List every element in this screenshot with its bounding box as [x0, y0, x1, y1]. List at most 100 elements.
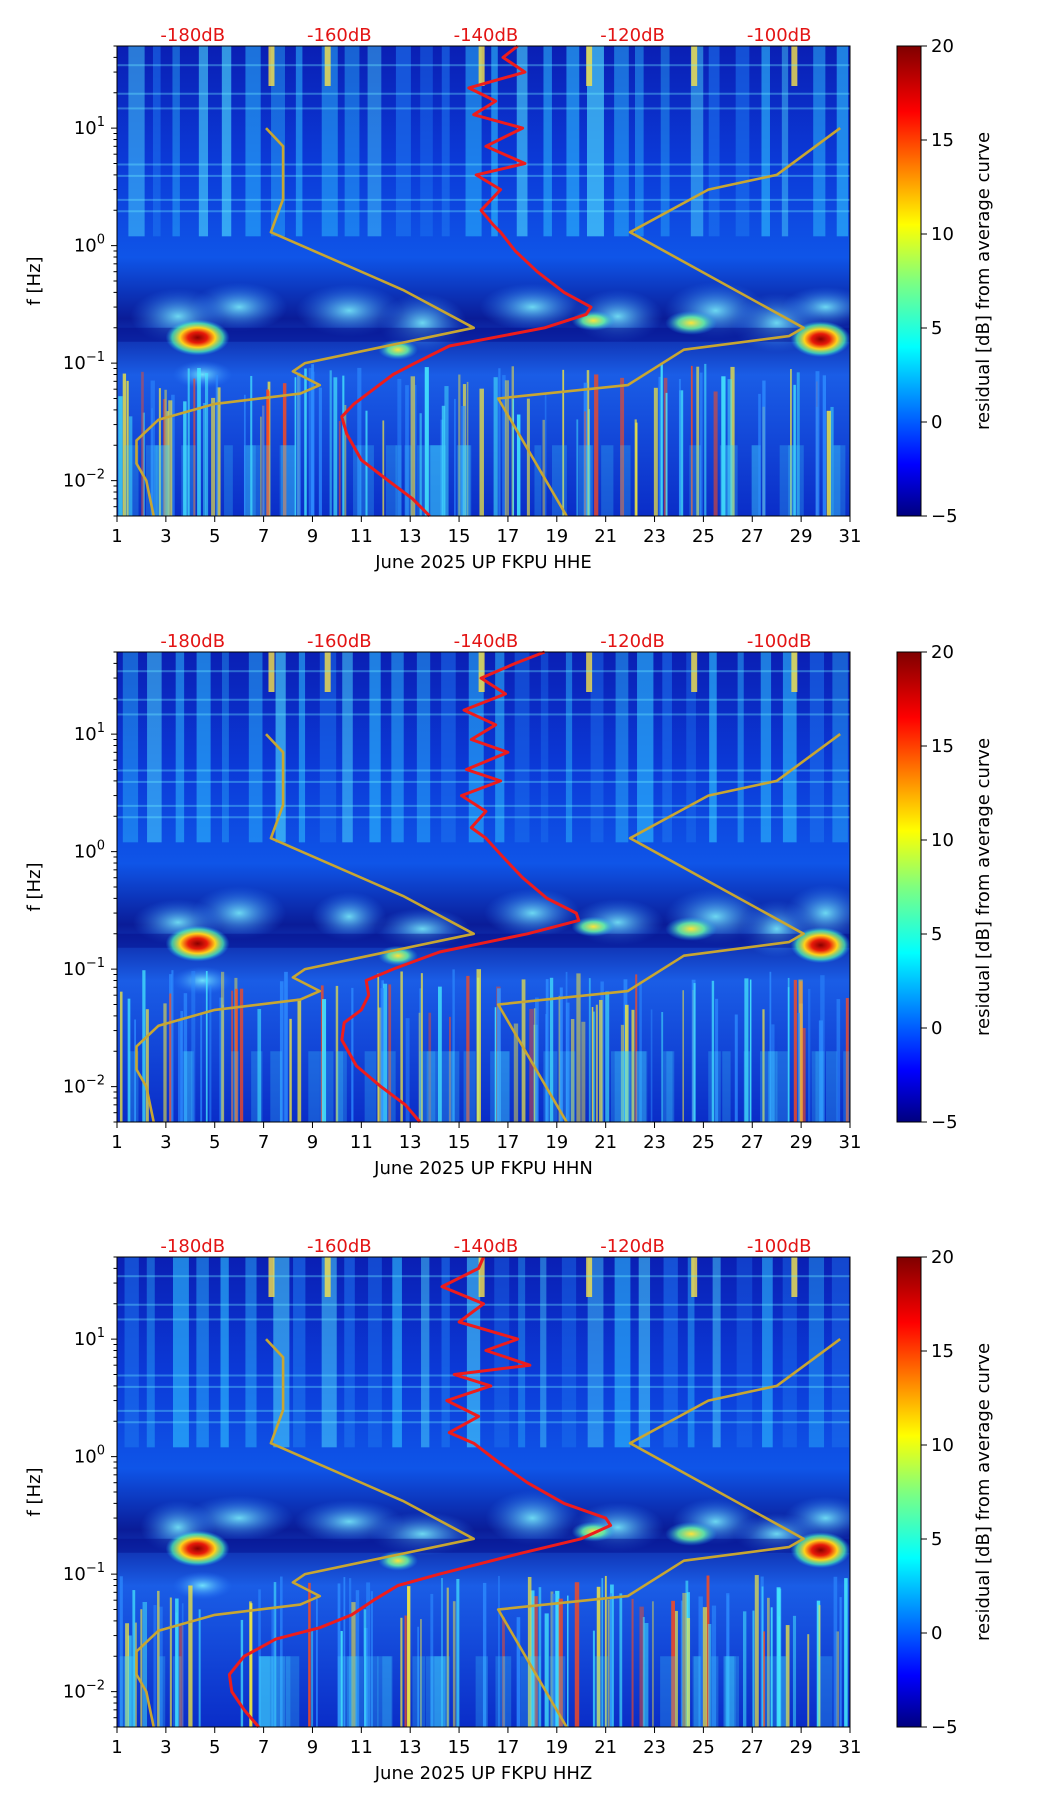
x-axis-label: June 2025 UP FKPU HHZ — [374, 1763, 593, 1784]
db-scale-label: -140dB — [454, 1236, 519, 1257]
x-tick-label: 27 — [741, 526, 764, 547]
colorbar-tick-label: 10 — [931, 830, 954, 851]
colorbar: −5 0 5 10 15 20 residual [dB] from average cur… — [896, 642, 994, 1133]
colorbar-tick-label: 20 — [931, 642, 954, 663]
x-tick-label: 3 — [160, 526, 171, 547]
x-tick-label: 1 — [111, 1132, 122, 1153]
x-tick-label: 19 — [545, 1132, 568, 1153]
db-scale-label: -180dB — [160, 1236, 225, 1257]
noise-model-line-1 — [135, 127, 475, 517]
colorbar-gradient — [896, 1256, 922, 1728]
db-scale-label: -140dB — [454, 631, 519, 652]
x-tick-label: 15 — [448, 1132, 471, 1153]
y-tick-label: 100 — [74, 839, 105, 863]
db-scale-label: -100dB — [747, 1236, 812, 1257]
x-tick-label: 17 — [496, 1132, 519, 1153]
x-tick-label: 15 — [448, 526, 471, 547]
y-tick-label: 10−1 — [63, 350, 105, 374]
x-tick-label: 21 — [594, 526, 617, 547]
x-tick-label: 23 — [643, 1737, 666, 1758]
x-tick-label: 11 — [350, 526, 373, 547]
y-tick-label: 10−2 — [63, 1679, 105, 1703]
colorbar: −5 0 5 10 15 20 residual [dB] from average cur… — [896, 36, 994, 527]
y-tick-label: 100 — [74, 1444, 105, 1468]
x-tick-label: 29 — [790, 1737, 813, 1758]
x-tick-label: 5 — [209, 526, 220, 547]
colorbar-tick-label: 15 — [931, 1341, 954, 1362]
x-tick-label: 9 — [307, 1737, 318, 1758]
colorbar-tick-label: 10 — [931, 1435, 954, 1456]
y-tick-label: 100 — [74, 233, 105, 257]
x-tick-label: 11 — [350, 1737, 373, 1758]
db-scale-label: -180dB — [160, 25, 225, 46]
x-tick-label: 23 — [643, 1132, 666, 1153]
colorbar-tick-label: 10 — [931, 224, 954, 245]
noise-model-line-1 — [135, 1338, 475, 1728]
x-tick-label: 13 — [399, 526, 422, 547]
db-scale-label: -140dB — [454, 25, 519, 46]
colorbar-tick-label: 0 — [931, 412, 942, 433]
db-scale-label: -100dB — [747, 25, 812, 46]
x-tick-label: 31 — [839, 1132, 862, 1153]
db-scale-label: -160dB — [307, 25, 372, 46]
colorbar-tick-label: −5 — [931, 1717, 958, 1738]
x-tick-label: 1 — [111, 1737, 122, 1758]
spectrogram-image — [117, 46, 850, 516]
noise-model-line-2 — [496, 127, 841, 517]
db-scale-label: -120dB — [600, 631, 665, 652]
x-tick-label: 23 — [643, 526, 666, 547]
colorbar-tick-label: 15 — [931, 130, 954, 151]
spectrogram-image — [117, 652, 850, 1122]
x-tick-label: 21 — [594, 1132, 617, 1153]
y-tick-label: 10−2 — [63, 1074, 105, 1098]
x-axis-label: June 2025 UP FKPU HHE — [374, 552, 592, 573]
db-scale-label: -100dB — [747, 631, 812, 652]
noise-model-line-2 — [496, 733, 841, 1123]
average-psd-line — [340, 650, 581, 1123]
y-tick-label: 101 — [74, 115, 105, 139]
x-tick-label: 27 — [741, 1737, 764, 1758]
x-tick-label: 5 — [209, 1737, 220, 1758]
colorbar-tick-label: 0 — [931, 1623, 942, 1644]
x-tick-label: 11 — [350, 1132, 373, 1153]
x-tick-label: 17 — [496, 526, 519, 547]
x-tick-label: 25 — [692, 1132, 715, 1153]
x-tick-label: 13 — [399, 1737, 422, 1758]
colorbar-tick-label: −5 — [931, 1112, 958, 1133]
colorbar-label: residual [dB] from average curve — [973, 132, 994, 430]
y-tick-label: 10−1 — [63, 956, 105, 980]
noise-model-line-1 — [135, 733, 475, 1123]
x-tick-label: 21 — [594, 1737, 617, 1758]
colorbar-tick-label: 20 — [931, 36, 954, 57]
x-tick-label: 7 — [258, 1132, 269, 1153]
colorbar-tick-label: 5 — [931, 1529, 942, 1550]
x-axis-label: June 2025 UP FKPU HHN — [373, 1158, 593, 1179]
db-scale-label: -160dB — [307, 631, 372, 652]
x-tick-label: 9 — [307, 526, 318, 547]
colorbar-gradient — [896, 45, 922, 517]
colorbar: −5 0 5 10 15 20 residual [dB] from average cur… — [896, 1247, 994, 1738]
average-psd-line — [227, 1256, 613, 1728]
colorbar-tick-label: 5 — [931, 924, 942, 945]
average-psd-line — [340, 44, 593, 518]
colorbar-gradient — [896, 651, 922, 1123]
colorbar-tick-label: 5 — [931, 318, 942, 339]
db-scale-label: -180dB — [160, 631, 225, 652]
x-tick-label: 7 — [258, 1737, 269, 1758]
x-tick-label: 25 — [692, 1737, 715, 1758]
colorbar-tick-label: 20 — [931, 1247, 954, 1268]
y-axis-label: f [Hz] — [24, 256, 45, 305]
y-tick-label: 10−1 — [63, 1561, 105, 1585]
db-scale-label: -120dB — [600, 25, 665, 46]
noise-model-line-2 — [496, 1338, 841, 1728]
x-tick-label: 19 — [545, 526, 568, 547]
x-tick-label: 19 — [545, 1737, 568, 1758]
colorbar-label: residual [dB] from average curve — [973, 738, 994, 1036]
x-tick-label: 3 — [160, 1132, 171, 1153]
y-tick-label: 101 — [74, 721, 105, 745]
x-tick-label: 25 — [692, 526, 715, 547]
